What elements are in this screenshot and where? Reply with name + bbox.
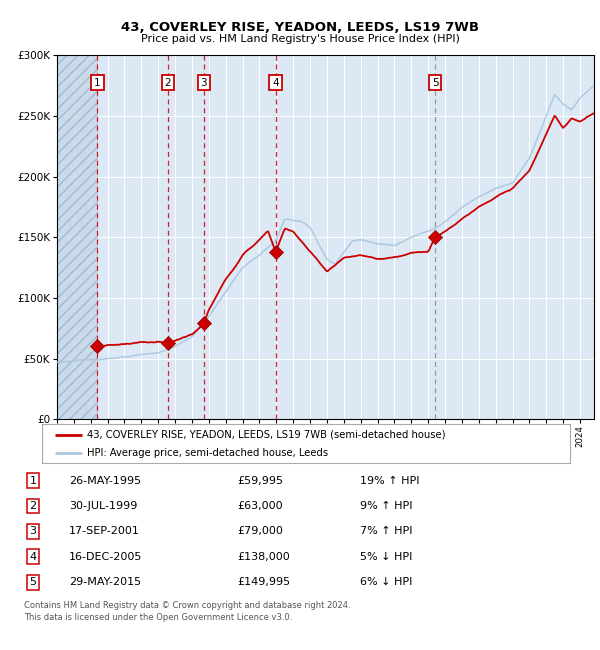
Text: 16-DEC-2005: 16-DEC-2005 [69, 552, 142, 562]
Text: £63,000: £63,000 [237, 501, 283, 511]
Text: 2: 2 [164, 77, 172, 88]
Bar [57, 55, 97, 419]
Text: 26-MAY-1995: 26-MAY-1995 [69, 476, 141, 486]
Text: 43, COVERLEY RISE, YEADON, LEEDS, LS19 7WB (semi-detached house): 43, COVERLEY RISE, YEADON, LEEDS, LS19 7… [87, 430, 445, 439]
Text: Price paid vs. HM Land Registry's House Price Index (HPI): Price paid vs. HM Land Registry's House … [140, 34, 460, 44]
Text: 4: 4 [272, 77, 279, 88]
Text: 9% ↑ HPI: 9% ↑ HPI [360, 501, 413, 511]
Text: 5: 5 [432, 77, 439, 88]
Text: 17-SEP-2001: 17-SEP-2001 [69, 526, 140, 536]
Text: 3: 3 [29, 526, 37, 536]
Text: £138,000: £138,000 [237, 552, 290, 562]
Text: 30-JUL-1999: 30-JUL-1999 [69, 501, 137, 511]
Text: 43, COVERLEY RISE, YEADON, LEEDS, LS19 7WB: 43, COVERLEY RISE, YEADON, LEEDS, LS19 7… [121, 21, 479, 34]
Text: 1: 1 [29, 476, 37, 486]
Text: 1: 1 [94, 77, 101, 88]
Text: 19% ↑ HPI: 19% ↑ HPI [360, 476, 419, 486]
Text: 4: 4 [29, 552, 37, 562]
Text: £79,000: £79,000 [237, 526, 283, 536]
Text: HPI: Average price, semi-detached house, Leeds: HPI: Average price, semi-detached house,… [87, 448, 328, 458]
Text: 5% ↓ HPI: 5% ↓ HPI [360, 552, 412, 562]
Text: 5: 5 [29, 577, 37, 587]
Text: 29-MAY-2015: 29-MAY-2015 [69, 577, 141, 587]
Text: £149,995: £149,995 [237, 577, 290, 587]
Text: 7% ↑ HPI: 7% ↑ HPI [360, 526, 413, 536]
Text: 6% ↓ HPI: 6% ↓ HPI [360, 577, 412, 587]
Text: 2: 2 [29, 501, 37, 511]
Text: 3: 3 [200, 77, 207, 88]
Text: Contains HM Land Registry data © Crown copyright and database right 2024.
This d: Contains HM Land Registry data © Crown c… [24, 601, 350, 622]
Text: £59,995: £59,995 [237, 476, 283, 486]
